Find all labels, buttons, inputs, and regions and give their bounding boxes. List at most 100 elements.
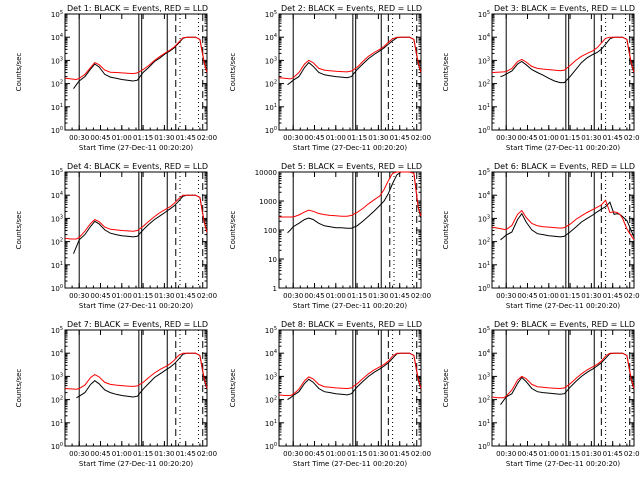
y-tick-label: 102 xyxy=(478,80,490,89)
x-tick-label: 00:30 xyxy=(69,450,89,458)
y-tick-label: 104 xyxy=(51,349,63,358)
x-tick-label: 01:45 xyxy=(390,292,410,300)
x-tick-label: 01:30 xyxy=(581,134,601,142)
x-tick-label: 01:00 xyxy=(539,292,559,300)
x-tick-label: 00:30 xyxy=(496,134,516,142)
series-lld-line xyxy=(64,36,208,81)
x-tick-label: 02:00 xyxy=(624,292,640,300)
chart-title: Det 8: BLACK = Events, RED = LLD xyxy=(281,320,422,329)
series-lld-line xyxy=(491,199,635,241)
y-tick-label: 100 xyxy=(478,442,490,451)
x-tick-label: 01:00 xyxy=(539,134,559,142)
y-tick-label: 100 xyxy=(51,126,63,135)
y-tick-label: 104 xyxy=(51,191,63,200)
x-tick-label: 00:45 xyxy=(304,292,324,300)
x-tick-label: 01:30 xyxy=(154,292,174,300)
x-tick-label: 01:00 xyxy=(539,450,559,458)
x-tick-label: 01:45 xyxy=(176,450,196,458)
y-tick-label: 103 xyxy=(478,214,490,223)
y-tick-label: 104 xyxy=(265,33,277,42)
series-lld-line xyxy=(279,171,422,218)
x-tick-label: 02:00 xyxy=(197,450,217,458)
x-tick-label: 00:30 xyxy=(496,292,516,300)
x-tick-label: 00:45 xyxy=(304,134,324,142)
x-tick-label: 00:30 xyxy=(283,134,303,142)
y-tick-label: 1000 xyxy=(259,198,277,206)
x-tick-label: 00:30 xyxy=(69,134,89,142)
y-tick-label: 105 xyxy=(51,10,63,19)
y-tick-label: 100 xyxy=(478,126,490,135)
x-tick-label: 02:00 xyxy=(411,292,431,300)
y-tick-label: 104 xyxy=(51,33,63,42)
series-events-line xyxy=(287,352,422,401)
y-tick-label: 101 xyxy=(51,261,63,270)
x-axis-label: Start Time (27-Dec-11 00:20:20) xyxy=(79,460,193,468)
y-tick-label: 101 xyxy=(478,261,490,270)
x-tick-label: 00:30 xyxy=(283,450,303,458)
y-axis-label: Counts/sec xyxy=(229,53,237,92)
x-tick-label: 01:30 xyxy=(368,292,388,300)
x-axis-label: Start Time (27-Dec-11 00:20:20) xyxy=(79,302,193,310)
x-tick-label: 02:00 xyxy=(624,134,640,142)
y-tick-label: 101 xyxy=(265,419,277,428)
y-axis-label: Counts/sec xyxy=(15,369,23,408)
x-tick-label: 01:00 xyxy=(112,450,132,458)
x-tick-label: 01:30 xyxy=(154,134,174,142)
x-tick-label: 01:30 xyxy=(368,450,388,458)
x-tick-label: 01:45 xyxy=(390,134,410,142)
x-tick-label: 00:30 xyxy=(283,292,303,300)
x-tick-label: 01:15 xyxy=(560,292,580,300)
x-tick-label: 01:45 xyxy=(603,134,623,142)
y-tick-label: 103 xyxy=(478,372,490,381)
chart-title: Det 3: BLACK = Events, RED = LLD xyxy=(494,4,635,13)
series-lld-line xyxy=(64,352,208,390)
x-tick-label: 02:00 xyxy=(624,450,640,458)
y-tick-label: 1 xyxy=(273,285,277,293)
y-tick-label: 104 xyxy=(265,349,277,358)
y-axis-label: Counts/sec xyxy=(442,53,450,92)
y-tick-label: 101 xyxy=(478,103,490,112)
x-tick-label: 00:45 xyxy=(90,450,110,458)
series-lld-line xyxy=(491,36,635,73)
chart-title: Det 7: BLACK = Events, RED = LLD xyxy=(67,320,208,329)
x-tick-label: 01:30 xyxy=(581,292,601,300)
y-axis-label: Counts/sec xyxy=(442,369,450,408)
y-tick-label: 100 xyxy=(478,284,490,293)
y-tick-label: 100 xyxy=(265,442,277,451)
x-tick-label: 01:00 xyxy=(326,450,346,458)
chart-title: Det 9: BLACK = Events, RED = LLD xyxy=(494,320,635,329)
x-tick-label: 01:45 xyxy=(176,134,196,142)
y-tick-label: 10000 xyxy=(255,169,277,177)
y-tick-label: 100 xyxy=(51,442,63,451)
panel-det-5: Det 5: BLACK = Events, RED = LLD 1 10 100 10… xyxy=(229,162,431,310)
y-tick-label: 104 xyxy=(478,191,490,200)
x-axis-label: Start Time (27-Dec-11 00:20:20) xyxy=(293,460,407,468)
y-tick-label: 102 xyxy=(478,396,490,405)
y-tick-label: 102 xyxy=(265,396,277,405)
y-tick-label: 100 xyxy=(264,227,277,235)
series-events-line xyxy=(73,36,208,89)
plot-frame xyxy=(278,171,422,289)
y-tick-label: 100 xyxy=(51,284,63,293)
x-tick-label: 01:15 xyxy=(560,450,580,458)
y-axis-label: Counts/sec xyxy=(229,211,237,250)
series-lld-line xyxy=(64,194,208,240)
x-tick-label: 01:00 xyxy=(112,134,132,142)
y-tick-label: 102 xyxy=(51,80,63,89)
series-events-line xyxy=(287,171,422,234)
x-tick-label: 01:15 xyxy=(347,134,367,142)
x-tick-label: 02:00 xyxy=(411,134,431,142)
x-axis-label: Start Time (27-Dec-11 00:20:20) xyxy=(79,144,193,152)
plot-frame xyxy=(278,13,422,131)
y-tick-label: 103 xyxy=(265,56,277,65)
series-events-line xyxy=(500,201,635,241)
panel-det-9: Det 9: BLACK = Events, RED = LLD 100 101 10… xyxy=(442,320,640,468)
x-tick-label: 00:30 xyxy=(69,292,89,300)
x-tick-label: 01:00 xyxy=(112,292,132,300)
y-axis-label: Counts/sec xyxy=(442,211,450,250)
chart-title: Det 5: BLACK = Events, RED = LLD xyxy=(281,162,422,171)
x-tick-label: 02:00 xyxy=(411,450,431,458)
chart-title: Det 2: BLACK = Events, RED = LLD xyxy=(281,4,422,13)
x-tick-label: 01:00 xyxy=(326,292,346,300)
